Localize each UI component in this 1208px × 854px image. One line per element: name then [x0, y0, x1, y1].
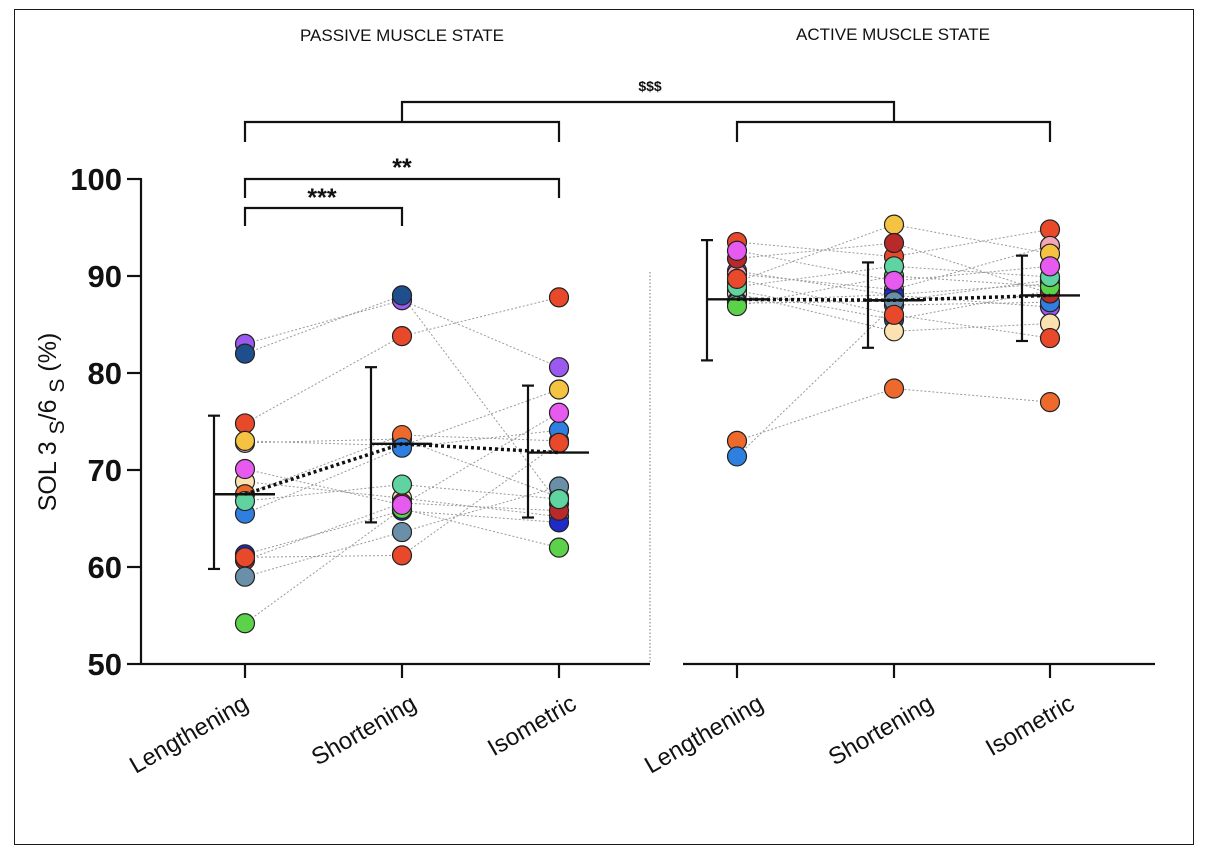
- subject-point: [1039, 392, 1061, 413]
- subject-point: [234, 458, 256, 480]
- y-axis-title: SOL 3 S/6 S (%): [34, 333, 69, 512]
- x-category-label: Shortening: [824, 690, 938, 771]
- subject-point: [883, 270, 905, 291]
- subject-line: [244, 299, 560, 368]
- subject-line: [244, 294, 560, 505]
- subject-point: [883, 378, 905, 399]
- y-tick-label: 70: [88, 453, 122, 488]
- subject-point: [548, 537, 570, 558]
- y-tick-label: 50: [88, 647, 122, 682]
- subject-line: [736, 265, 1051, 288]
- subject-point: [1039, 327, 1061, 349]
- error-bar: [208, 414, 220, 571]
- subject-point: [726, 446, 748, 467]
- subject-line: [736, 250, 1051, 282]
- y-tick-label: 100: [70, 162, 122, 197]
- mean-markers: [215, 293, 1080, 496]
- y-title-prefix: SOL 3: [34, 434, 62, 511]
- panel-title-passive: PASSIVE MUSCLE STATE: [300, 26, 504, 45]
- subject-line: [736, 290, 1051, 321]
- subject-point: [548, 402, 570, 423]
- x-category-labels: Lengthening Shortening Isometric Lengthe…: [125, 690, 1079, 779]
- subject-line: [736, 301, 1051, 457]
- error-bar: [862, 261, 874, 349]
- y-tick-label: 90: [88, 259, 122, 294]
- error-bars: [208, 239, 1028, 571]
- x-category-label: Isometric: [483, 690, 581, 762]
- subject-point: [726, 240, 748, 261]
- y-axis: [127, 177, 143, 666]
- subject-point: [234, 413, 256, 434]
- x-axis: [141, 662, 1155, 678]
- state-effect-marker: $$$: [638, 78, 662, 94]
- y-title-suffix: (%): [34, 333, 62, 379]
- y-tick-labels: 100 90 80 70 60 50: [70, 162, 122, 682]
- subject-line: [244, 429, 560, 515]
- subject-points: [234, 214, 1061, 634]
- subject-lines: [244, 224, 1051, 624]
- subject-point: [234, 490, 256, 512]
- y-tick-label: 60: [88, 550, 122, 585]
- subject-line: [244, 434, 560, 495]
- subject-point: [883, 304, 905, 325]
- y-tick-label: 80: [88, 356, 122, 391]
- subject-point: [548, 489, 570, 510]
- y-title-sub2: S: [46, 379, 69, 393]
- x-category-label: Isometric: [981, 690, 1079, 762]
- passive-comparison-brackets: [243, 177, 561, 226]
- subject-point: [391, 545, 413, 566]
- subject-point: [883, 232, 905, 254]
- subject-point: [234, 547, 256, 568]
- panel-title-active: ACTIVE MUSCLE STATE: [796, 25, 990, 44]
- subject-point: [548, 379, 570, 400]
- subject-line: [736, 275, 1051, 307]
- subject-point: [1039, 256, 1061, 277]
- subject-line: [244, 508, 560, 624]
- x-category-label: Lengthening: [640, 690, 768, 779]
- subject-point: [391, 521, 413, 543]
- subject-point: [548, 287, 570, 308]
- subject-point: [391, 494, 413, 516]
- subject-point: [726, 268, 748, 290]
- error-bar: [1016, 254, 1028, 343]
- subject-point: [391, 474, 413, 495]
- subject-point: [234, 430, 256, 451]
- subject-point: [234, 343, 256, 364]
- figure-frame: [14, 9, 1194, 845]
- y-title-mid: /6: [34, 393, 62, 421]
- subject-point: [548, 357, 570, 378]
- x-category-label: Shortening: [307, 690, 421, 771]
- subject-point: [234, 613, 256, 634]
- subject-point: [234, 566, 256, 587]
- error-bar: [365, 366, 377, 524]
- y-title-sub1: S: [46, 420, 69, 434]
- subject-line: [244, 486, 560, 578]
- x-category-label: Lengthening: [125, 690, 253, 779]
- subject-point: [391, 326, 413, 347]
- subject-line: [736, 224, 1051, 283]
- subject-point: [548, 432, 570, 453]
- sig-len-short: ***: [307, 184, 336, 212]
- subject-point: [391, 285, 413, 306]
- sig-len-iso: **: [392, 154, 412, 182]
- subject-point: [883, 214, 905, 235]
- error-bar: [522, 384, 534, 519]
- state-effect-bracket: [243, 100, 1052, 142]
- subject-line: [244, 296, 560, 424]
